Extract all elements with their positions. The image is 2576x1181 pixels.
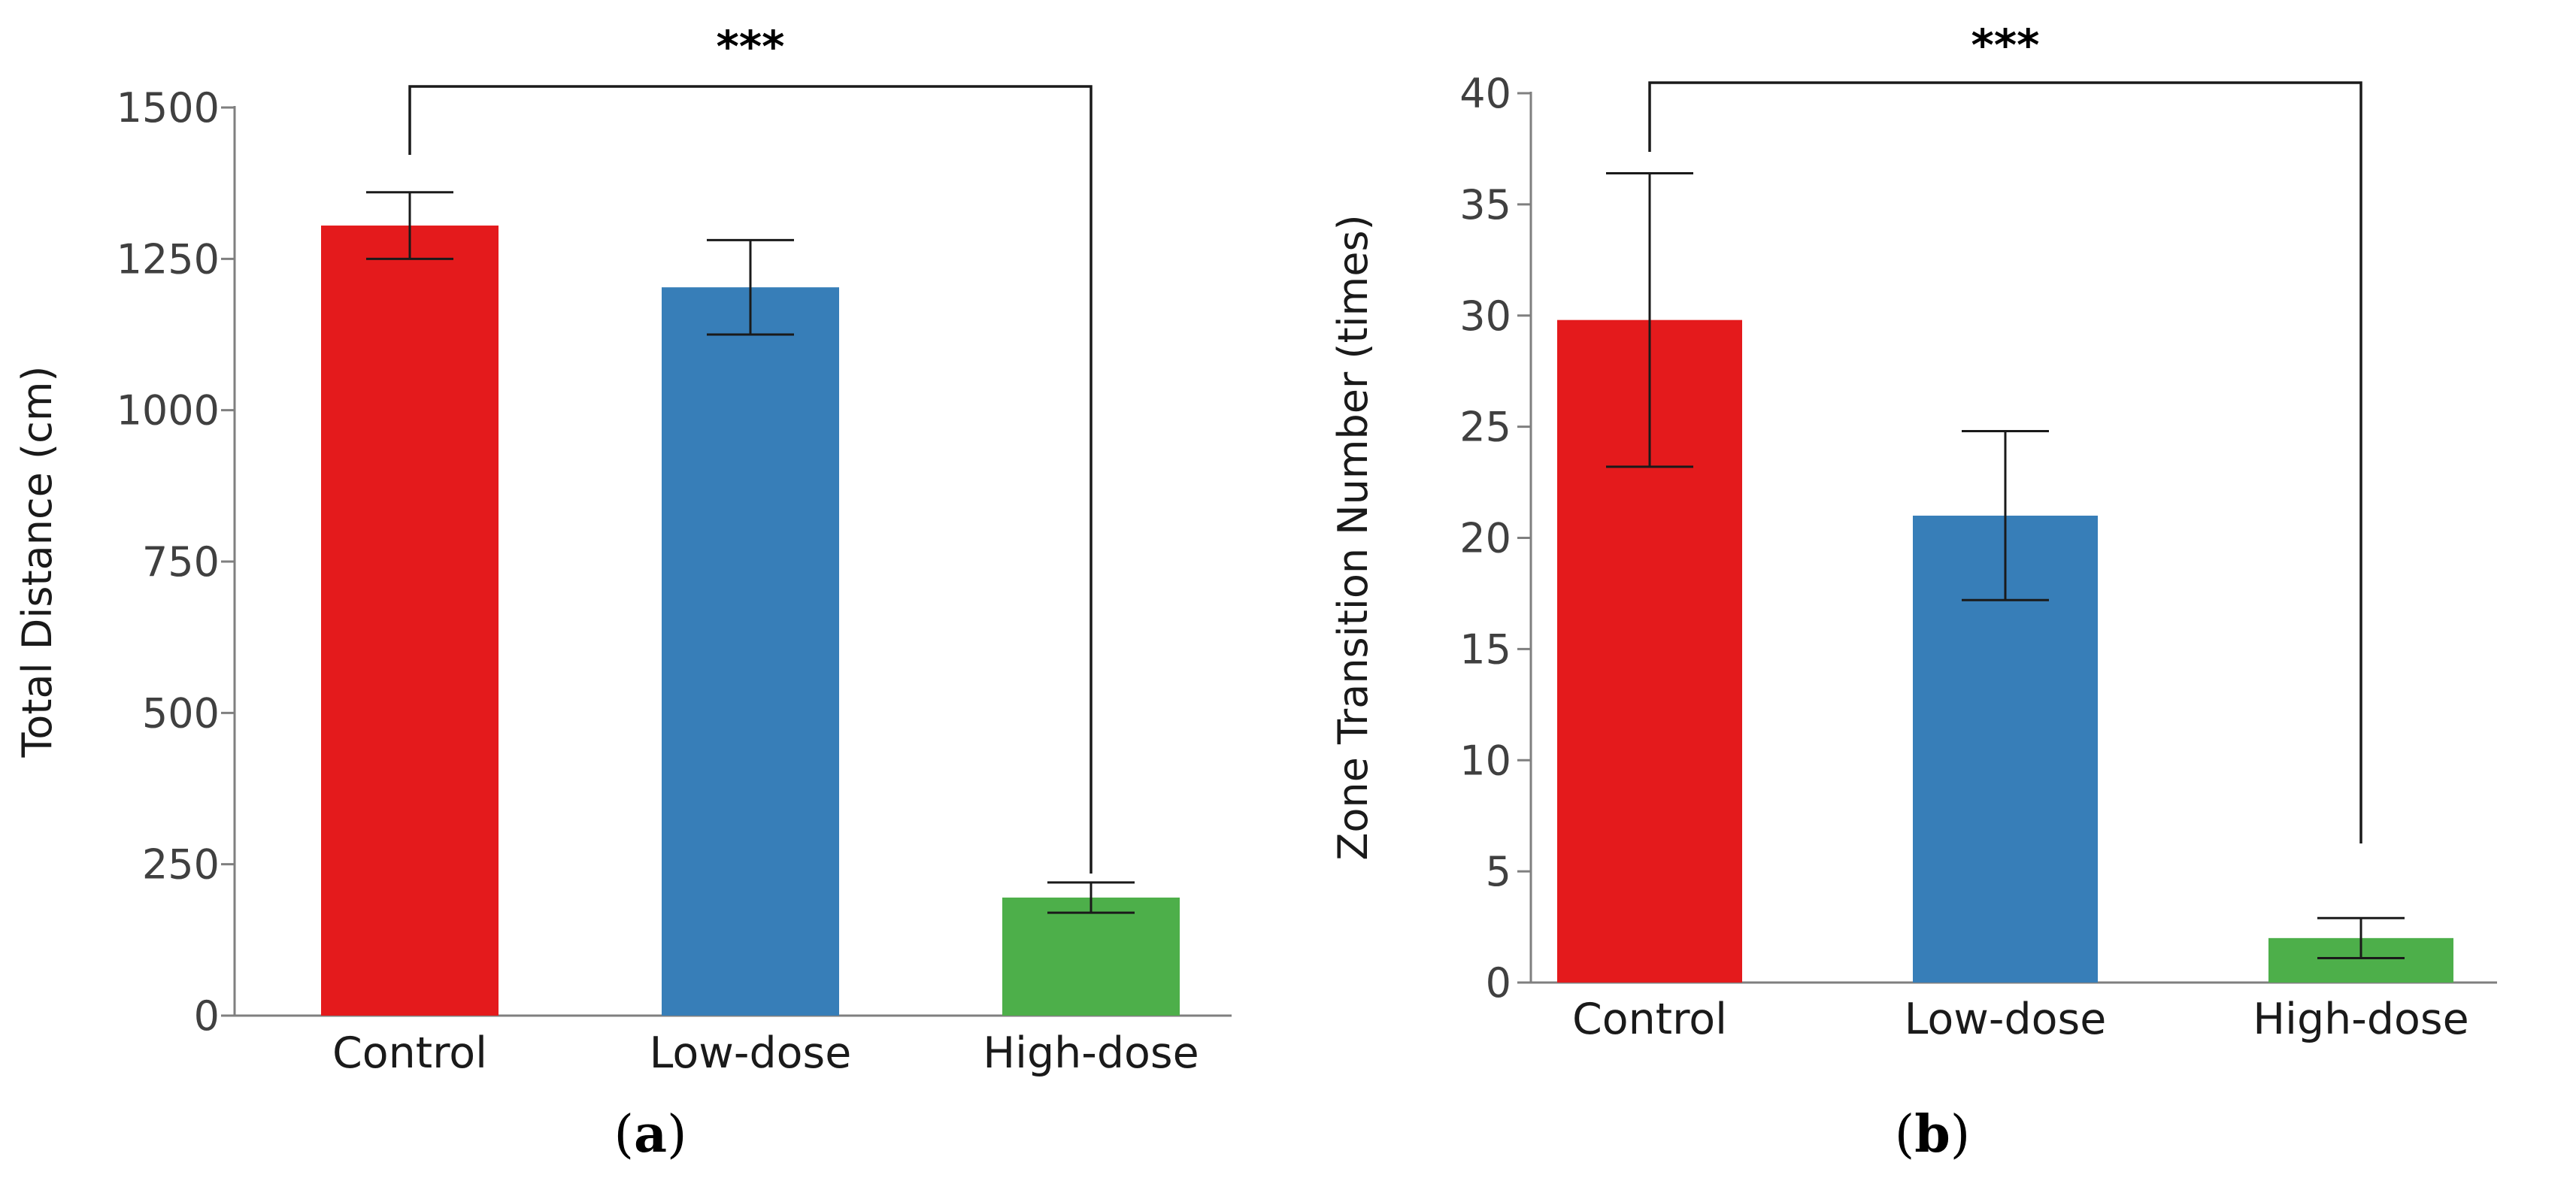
y-tick-label: 20: [1459, 515, 1511, 562]
y-tick-label: 1500: [117, 84, 220, 132]
y-tick-label: 0: [194, 992, 220, 1040]
y-axis-title: Zone Transition Number (times): [1329, 214, 1377, 860]
x-category-label: Low-dose: [650, 1028, 852, 1078]
bar-control: [321, 226, 499, 1016]
panel-label: (a): [614, 1104, 686, 1164]
significance-label: ***: [1971, 20, 2040, 71]
bar-low-dose: [662, 287, 839, 1016]
chart-panel-a: 0 250 500 750 1000 1250 1500 Total Distance (cm…: [14, 21, 1232, 1164]
y-tick-label: 750: [142, 538, 220, 586]
x-category-label: High-dose: [2253, 995, 2468, 1044]
y-tick-label: 5: [1486, 848, 1511, 895]
bar-high-dose: [1002, 897, 1180, 1016]
x-category-label: Control: [1572, 995, 1727, 1044]
y-tick-label: 0: [1486, 959, 1511, 1007]
significance-label: ***: [717, 21, 785, 72]
y-tick-label: 35: [1459, 181, 1511, 229]
y-tick-label: 250: [142, 841, 220, 889]
y-tick-label: 1000: [117, 387, 220, 435]
y-tick-label: 30: [1459, 292, 1511, 340]
significance-bracket: [1648, 81, 2362, 843]
chart-panel-b: 0 5 10 15 20 25 30 35 40 Zone Transition Number (…: [1329, 20, 2497, 1164]
panel-label: (b): [1895, 1104, 1971, 1164]
y-tick-label: 10: [1459, 737, 1511, 784]
y-tick-label: 1250: [117, 235, 220, 283]
x-category-label: Low-dose: [1905, 995, 2107, 1044]
x-category-label: Control: [332, 1028, 487, 1078]
y-tick-label: 40: [1459, 70, 1511, 117]
y-tick-label: 500: [142, 689, 220, 737]
significance-bracket: [408, 85, 1093, 874]
x-category-label: High-dose: [983, 1028, 1199, 1078]
y-tick-label: 25: [1459, 404, 1511, 451]
y-axis-title: Total Distance (cm): [14, 366, 61, 759]
y-tick-label: 15: [1459, 625, 1511, 673]
